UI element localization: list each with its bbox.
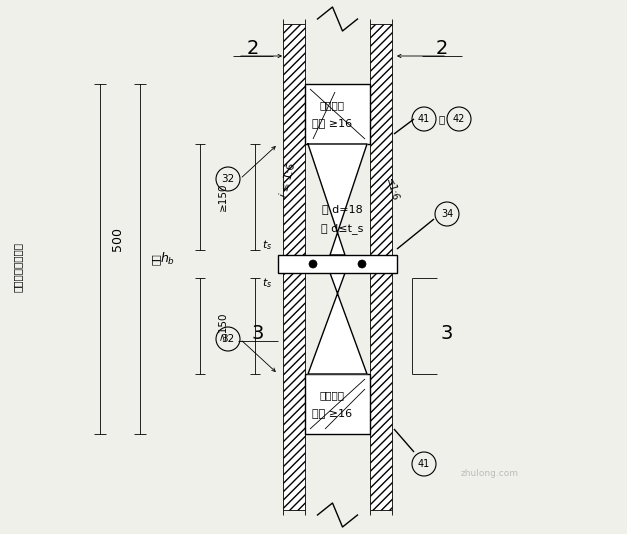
Text: 3: 3 (441, 324, 453, 343)
Text: 2: 2 (436, 40, 448, 59)
Text: 2: 2 (247, 40, 259, 59)
Polygon shape (308, 273, 367, 374)
Text: 3: 3 (252, 324, 264, 343)
Text: 完全焊透焊缝范围: 完全焊透焊缝范围 (13, 242, 23, 292)
Text: zhulong.com: zhulong.com (461, 469, 519, 478)
Bar (283, 24, 305, 510)
Text: 上横隔板: 上横隔板 (320, 100, 345, 110)
Polygon shape (308, 144, 367, 255)
Text: 板厚 ≥16: 板厚 ≥16 (312, 408, 352, 418)
Text: ≥150: ≥150 (218, 312, 228, 340)
Circle shape (358, 260, 366, 268)
Bar (305, 374, 370, 434)
Text: 34: 34 (441, 209, 453, 219)
Text: 41: 41 (418, 114, 430, 124)
Text: 梁高: 梁高 (151, 253, 161, 265)
Text: 且 d≤t_s: 且 d≤t_s (321, 224, 364, 234)
Text: $t_s$: $t_s$ (262, 276, 272, 290)
Circle shape (309, 260, 317, 268)
Text: $h_b$: $h_b$ (161, 251, 176, 267)
Text: 41: 41 (418, 459, 430, 469)
Text: ≥150: ≥150 (218, 183, 228, 211)
Text: 板厚 ≥16: 板厚 ≥16 (312, 118, 352, 128)
Text: $t_s$: $t_s$ (262, 238, 272, 252)
Bar (370, 24, 392, 510)
Bar (278, 255, 397, 273)
Text: ≤1:6: ≤1:6 (384, 177, 400, 202)
Text: $i$ ≤ 1:6: $i$ ≤ 1:6 (277, 160, 297, 199)
Text: 下横隔板: 下横隔板 (320, 390, 345, 400)
Text: 32: 32 (221, 334, 234, 344)
Text: 32: 32 (221, 174, 234, 184)
Text: 孔 d=18: 孔 d=18 (322, 204, 363, 214)
Text: 42: 42 (453, 114, 465, 124)
Bar (305, 84, 370, 144)
Text: 500: 500 (112, 227, 125, 251)
Text: 或: 或 (439, 114, 445, 124)
